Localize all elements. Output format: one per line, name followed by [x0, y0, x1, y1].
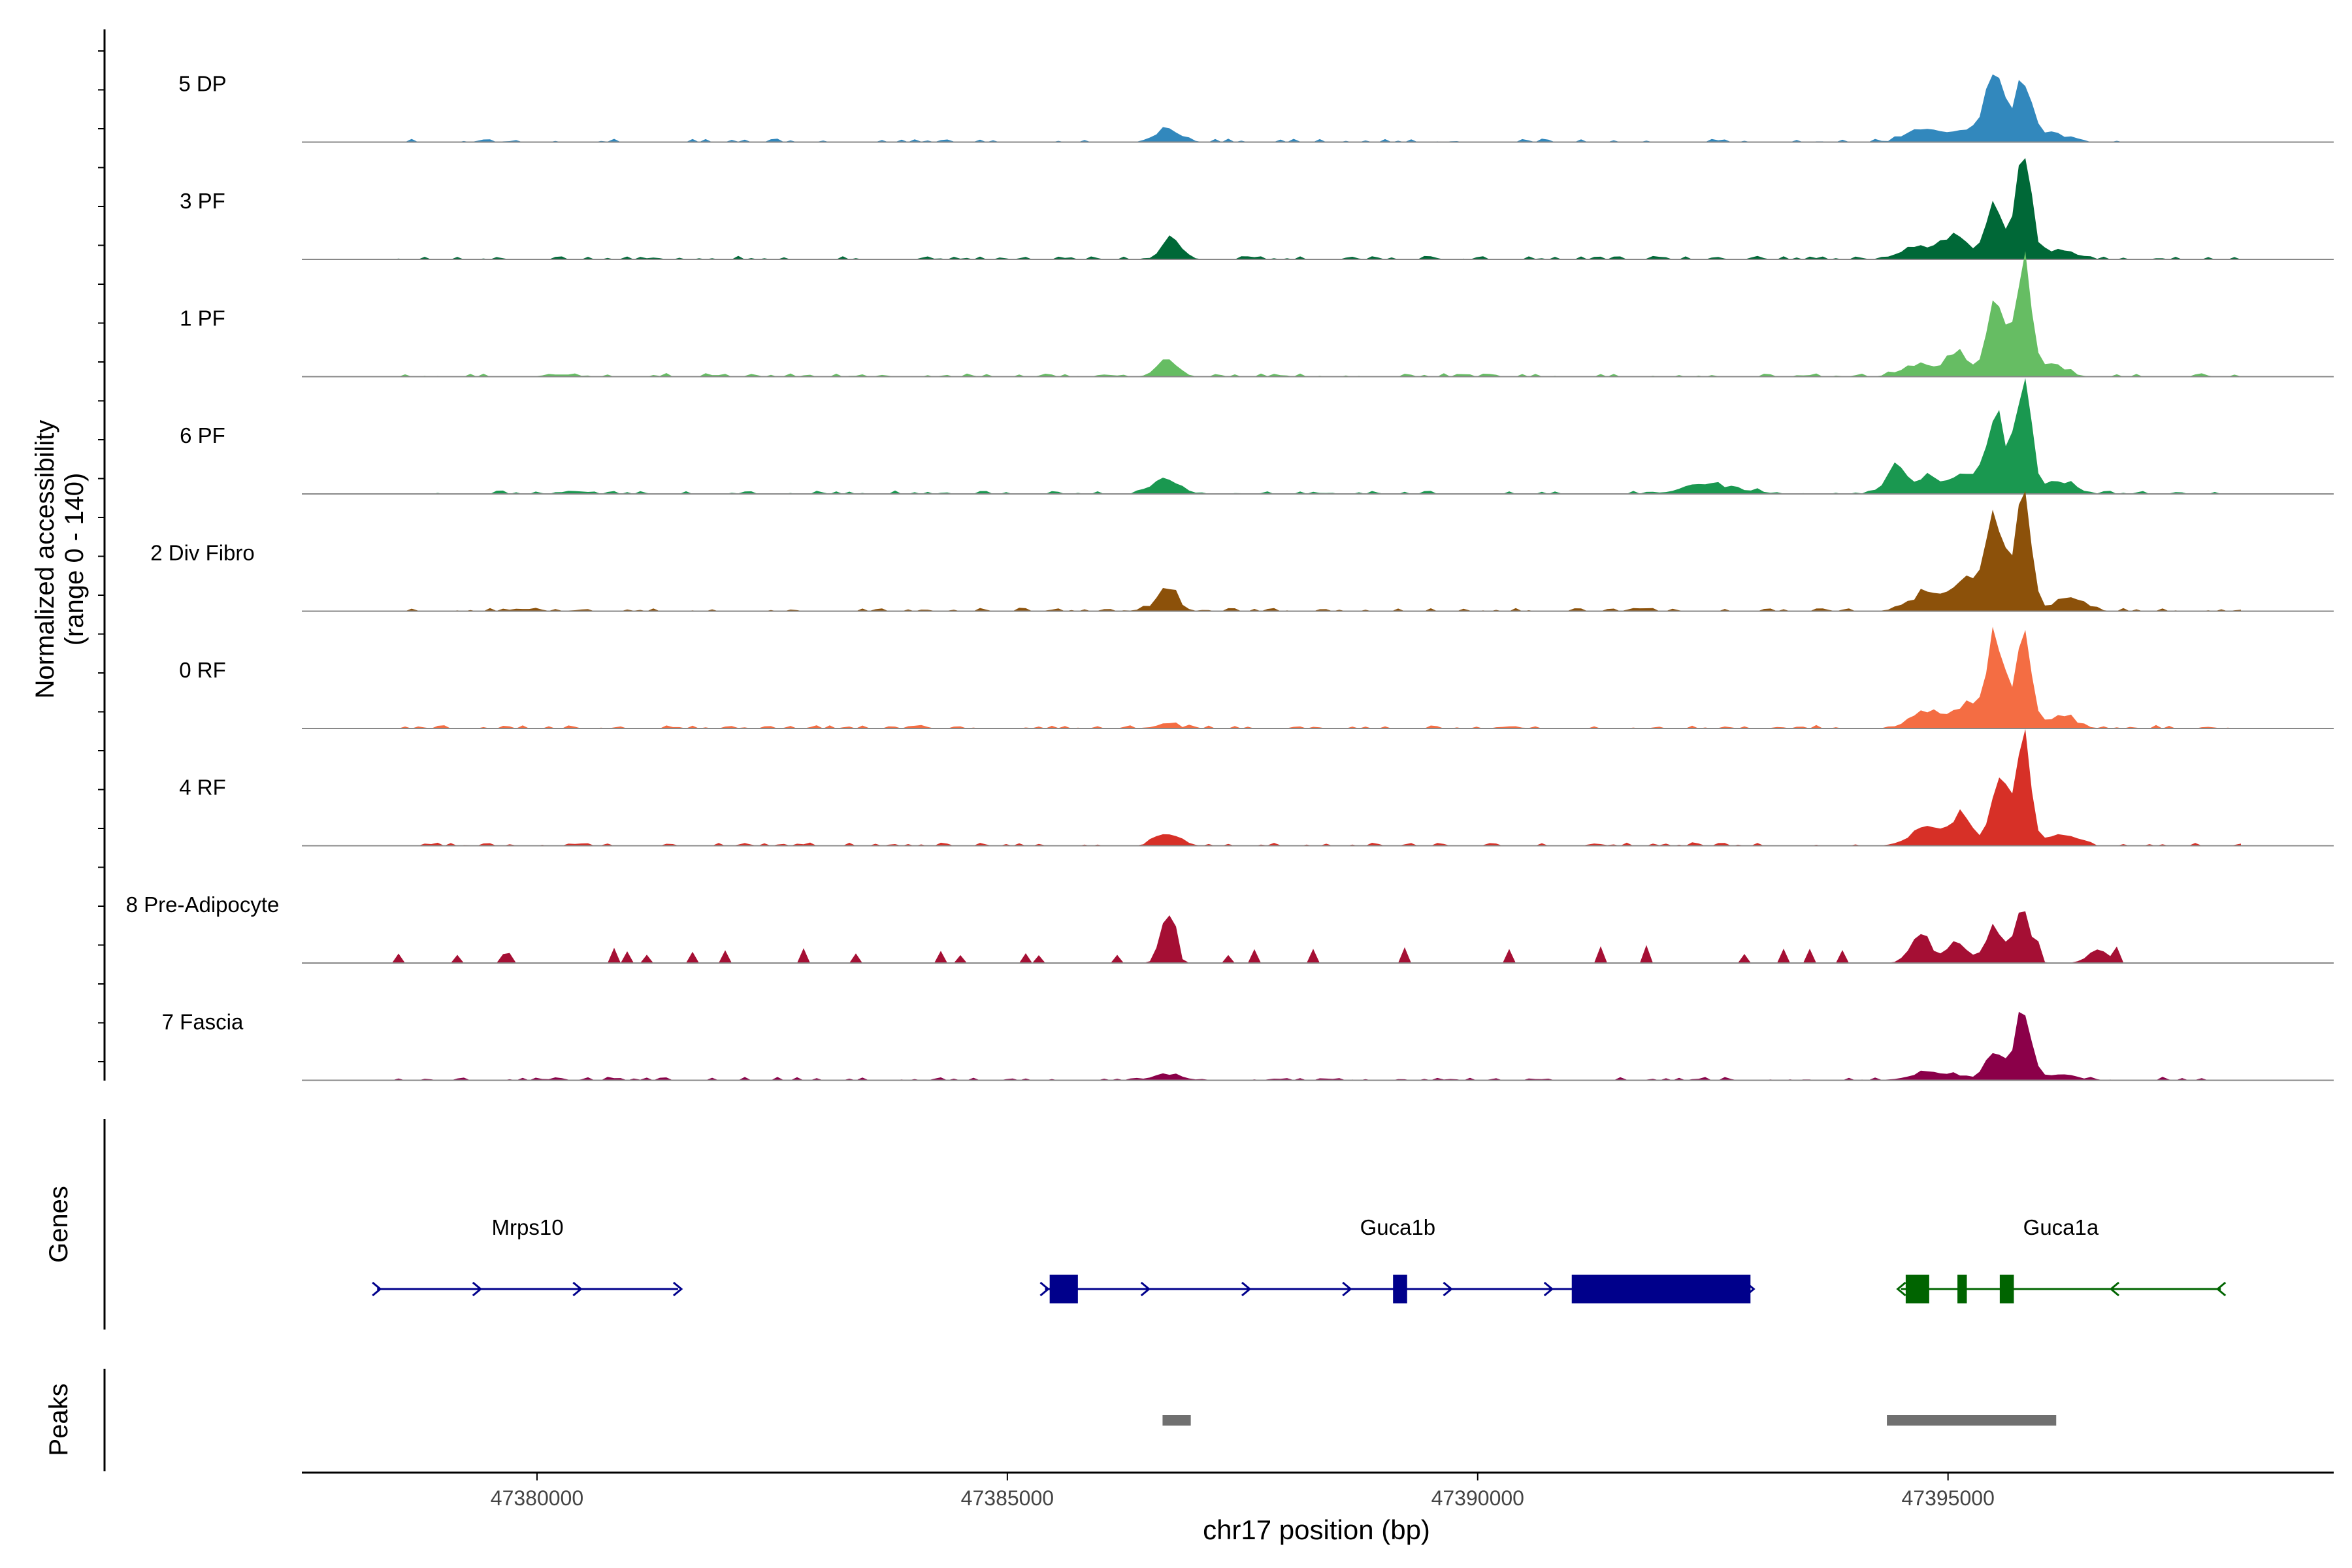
peaks-track [1162, 1415, 2057, 1426]
coverage-area [302, 728, 2241, 846]
track-3-pf [302, 157, 2334, 260]
accessibility-y-axis [98, 29, 106, 1081]
coverage-area [302, 627, 2241, 728]
strand-chevron-icon [1241, 1281, 1252, 1297]
peak-region [1162, 1415, 1191, 1426]
strand-chevron-icon [2215, 1281, 2227, 1297]
track-labels: 5 DP 3 PF 1 PF 6 PF 2 Div Fibro 0 RF 4 RF 8 Pre… [126, 72, 280, 1034]
x-axis-title: chr17 position (bp) [1203, 1514, 1430, 1545]
track-label: 1 PF [180, 306, 225, 331]
y-axis-subtitle: (range 0 - 140) [60, 473, 89, 646]
gene-name: Guca1b [1360, 1215, 1436, 1239]
strand-chevron-icon [372, 1281, 382, 1297]
strand-chevron-icon [1039, 1281, 1050, 1297]
genes-axis-title: Genes [44, 1186, 73, 1263]
exon [1957, 1275, 1967, 1303]
track-4-rf [302, 728, 2334, 847]
track-label: 3 PF [180, 189, 225, 213]
coverage-area [302, 157, 2241, 259]
coverage-area [302, 1011, 2241, 1081]
coverage-area [302, 74, 2241, 142]
track-label: 6 PF [180, 423, 225, 448]
x-tick-label: 47395000 [1901, 1486, 1994, 1510]
x-tick-label: 47385000 [961, 1486, 1054, 1510]
coverage-area [302, 378, 2241, 494]
track-7-fascia [302, 1011, 2334, 1081]
track-1-pf [302, 251, 2334, 378]
exon [1393, 1275, 1407, 1303]
strand-chevron-icon [2109, 1281, 2120, 1297]
gene-name: Mrps10 [492, 1215, 564, 1239]
x-axis-ticks: 47380000 47385000 47390000 47395000 [491, 1473, 1995, 1510]
strand-chevron-icon [1543, 1281, 1554, 1297]
exon [1905, 1275, 1929, 1303]
accessibility-tracks [302, 74, 2334, 1081]
exon [1049, 1275, 1078, 1303]
gene-guca1a: Guca1a [1896, 1215, 2227, 1303]
x-tick-label: 47380000 [491, 1486, 583, 1510]
strand-chevron-icon [1140, 1281, 1151, 1297]
coverage-area [302, 251, 2241, 377]
peaks-axis-title: Peaks [44, 1383, 73, 1456]
strand-chevron-icon [472, 1281, 483, 1297]
track-label: 4 RF [179, 776, 226, 800]
track-2-div-fibro [302, 491, 2334, 612]
peak-region [1887, 1415, 2057, 1426]
track-5-dp [302, 74, 2334, 143]
track-8-pre-adipocyte [302, 911, 2334, 964]
track-label: 5 DP [178, 72, 226, 96]
track-label: 0 RF [179, 658, 226, 682]
strand-chevron-icon [1443, 1281, 1453, 1297]
strand-chevron-icon [572, 1281, 583, 1297]
track-0-rf [302, 627, 2334, 729]
coverage-area [302, 491, 2241, 612]
exon [1571, 1275, 1751, 1303]
exon [1999, 1275, 2014, 1303]
genes-track: Mrps10 Guca1b Guca1a [372, 1215, 2227, 1303]
strand-chevron-icon [1896, 1281, 1906, 1297]
gene-guca1b: Guca1b [1039, 1215, 1756, 1303]
track-label: 8 Pre-Adipocyte [126, 892, 280, 917]
gene-name: Guca1a [2023, 1215, 2099, 1239]
track-6-pf [302, 378, 2334, 495]
y-axis-title: Normalized accessibility [31, 420, 59, 699]
track-label: 2 Div Fibro [150, 541, 255, 565]
strand-chevron-icon [672, 1281, 683, 1297]
strand-chevron-icon [1342, 1281, 1352, 1297]
x-tick-label: 47390000 [1431, 1486, 1524, 1510]
coverage-area [302, 911, 2241, 963]
track-label: 7 Fascia [162, 1010, 244, 1034]
gene-mrps10: Mrps10 [372, 1215, 683, 1297]
